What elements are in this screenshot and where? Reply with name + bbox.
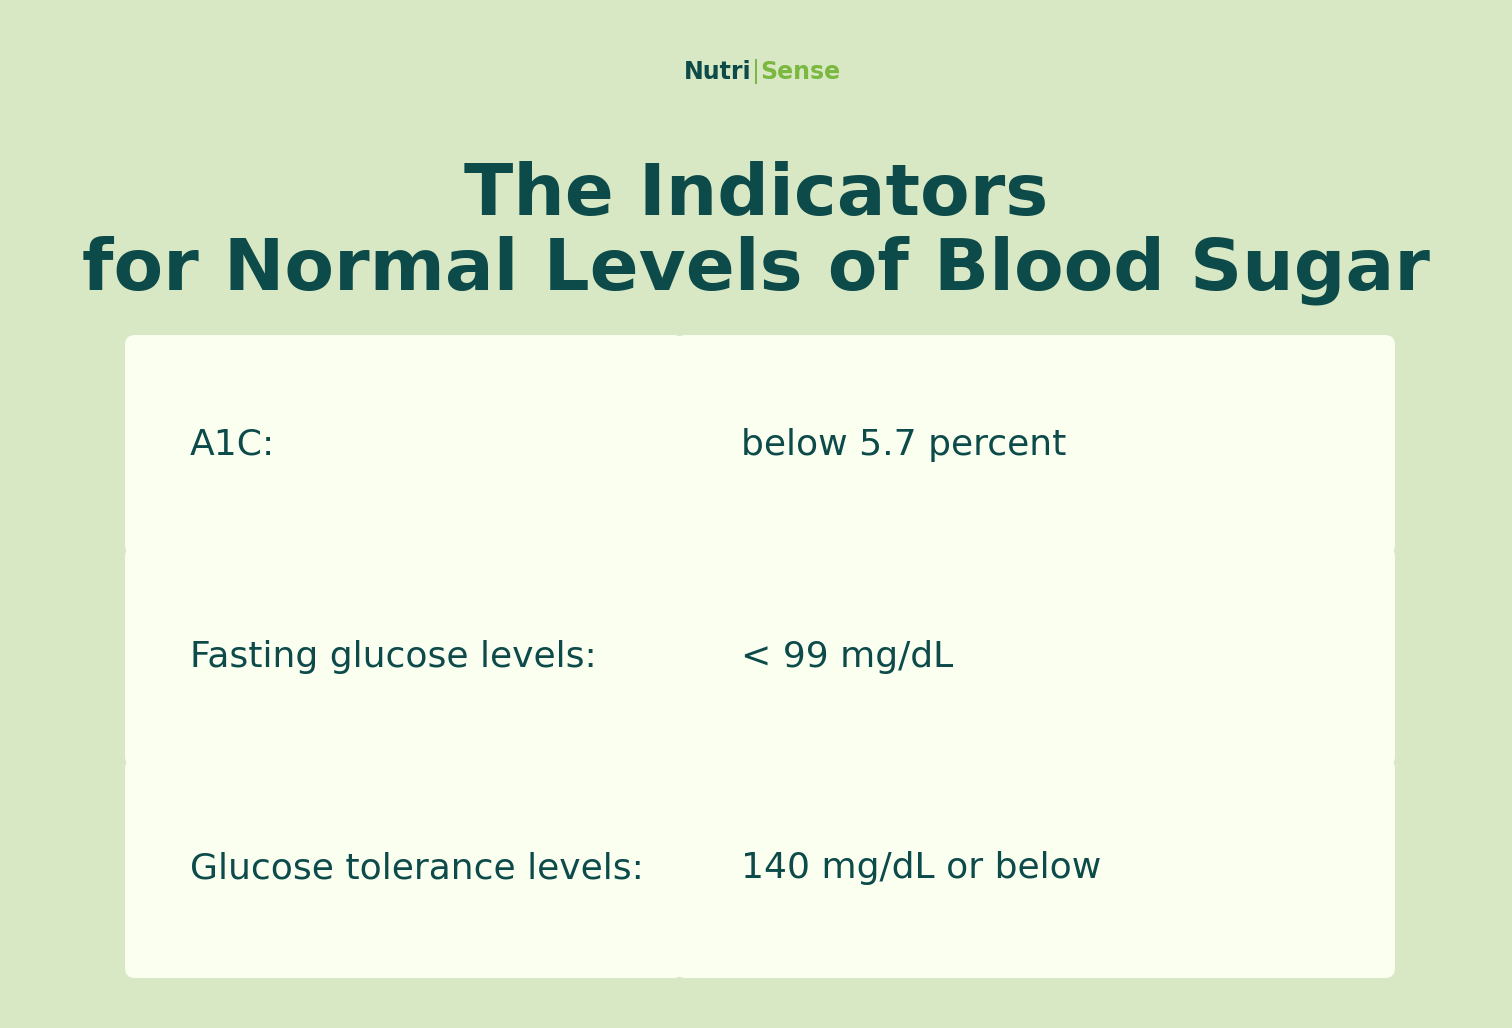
FancyBboxPatch shape (676, 547, 1396, 766)
Text: The Indicators: The Indicators (464, 160, 1048, 229)
FancyBboxPatch shape (125, 759, 683, 978)
FancyBboxPatch shape (125, 335, 683, 555)
Text: Nutri: Nutri (685, 60, 751, 84)
Text: below 5.7 percent: below 5.7 percent (741, 428, 1066, 462)
Text: A1C:: A1C: (191, 428, 275, 462)
Text: Sense: Sense (761, 60, 841, 84)
FancyBboxPatch shape (676, 759, 1396, 978)
Text: < 99 mg/dL: < 99 mg/dL (741, 639, 953, 673)
Text: for Normal Levels of Blood Sugar: for Normal Levels of Blood Sugar (82, 235, 1430, 304)
FancyBboxPatch shape (125, 547, 683, 766)
Text: 140 mg/dL or below: 140 mg/dL or below (741, 851, 1101, 885)
Text: |: | (751, 60, 761, 84)
Text: Fasting glucose levels:: Fasting glucose levels: (191, 639, 597, 673)
FancyBboxPatch shape (676, 335, 1396, 555)
Text: Glucose tolerance levels:: Glucose tolerance levels: (191, 851, 644, 885)
